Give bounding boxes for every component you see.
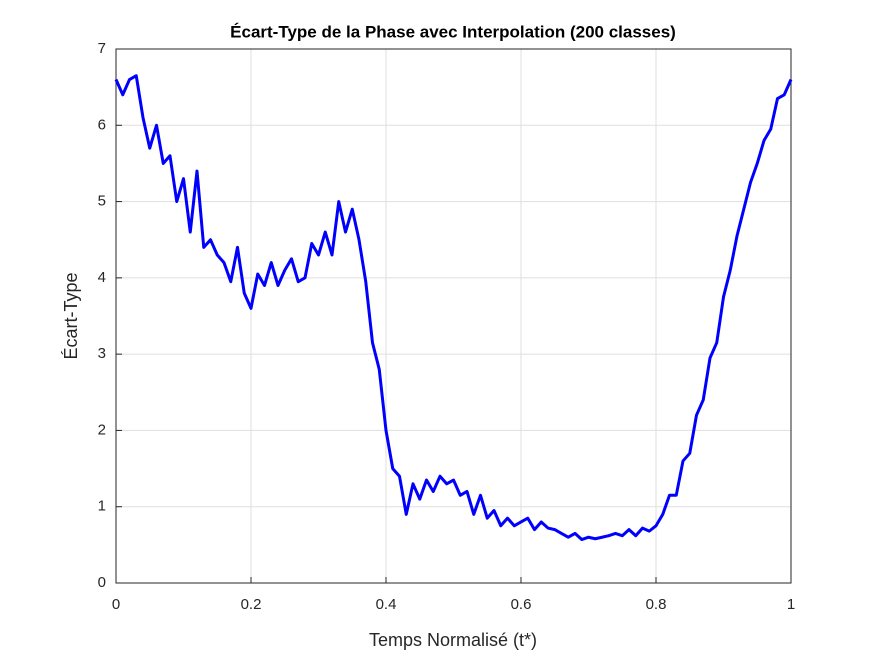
- x-tick-label: 0.8: [646, 596, 667, 613]
- data-line: [114, 74, 793, 542]
- y-tick-label: 6: [98, 116, 106, 133]
- y-tick-label: 4: [98, 269, 106, 286]
- x-axis-label: Temps Normalisé (t*): [369, 630, 537, 650]
- x-tick-label: 0.6: [511, 596, 532, 613]
- x-tick-label: 1: [787, 596, 795, 613]
- chart-title: Écart-Type de la Phase avec Interpolatio…: [230, 22, 676, 41]
- x-tick-label: 0.4: [376, 596, 397, 613]
- y-tick-label: 7: [98, 40, 106, 57]
- y-axis-label: Écart-Type: [61, 272, 81, 359]
- y-tick-label: 1: [98, 498, 106, 515]
- y-tick-label: 0: [98, 574, 106, 591]
- x-tick-label: 0.2: [241, 596, 262, 613]
- y-tick-label: 3: [98, 345, 106, 362]
- x-tick-label: 0: [112, 596, 120, 613]
- y-tick-label: 5: [98, 193, 106, 210]
- y-tick-label: 2: [98, 421, 106, 438]
- plot-frame: [115, 48, 792, 584]
